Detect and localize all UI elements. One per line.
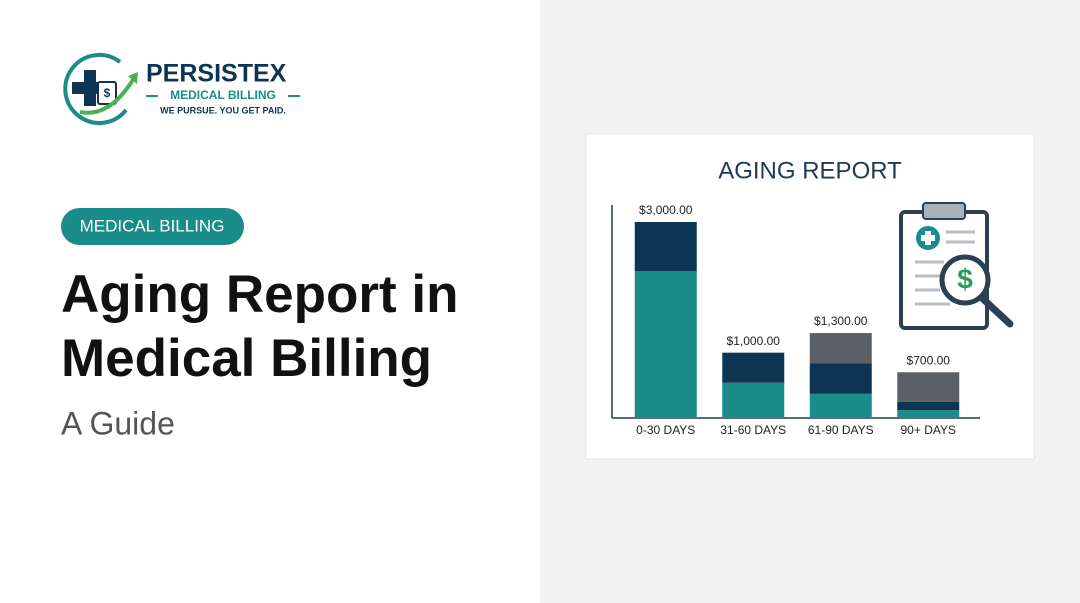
x-tick-label: 90+ DAYS [901, 423, 956, 437]
value-label: $700.00 [907, 353, 951, 367]
bar-segment [809, 393, 872, 418]
svg-text:$: $ [957, 263, 973, 294]
bar-segment [897, 410, 960, 418]
bar-segment [897, 401, 960, 411]
logo-icon: $ [63, 53, 138, 125]
logo-subtitle: MEDICAL BILLING [170, 88, 276, 102]
bar-segment [809, 333, 872, 364]
value-label: $1,300.00 [814, 314, 868, 328]
tag-label: MEDICAL BILLING [80, 216, 225, 235]
tag-pill [61, 208, 244, 245]
bar-segment [722, 352, 785, 383]
x-tick-label: 0-30 DAYS [636, 423, 695, 437]
chart-title: AGING REPORT [718, 157, 902, 184]
bar-segment [722, 382, 785, 418]
value-label: $1,000.00 [727, 334, 781, 348]
svg-text:$: $ [104, 86, 111, 100]
title-line: Aging Report in [61, 265, 458, 324]
bar-segment [634, 222, 697, 271]
title-line: Medical Billing [61, 329, 432, 388]
value-label: $3,000.00 [639, 203, 693, 217]
bar-segment [897, 372, 960, 402]
subtitle: A Guide [61, 405, 175, 441]
logo-tagline: WE PURSUE. YOU GET PAID. [160, 105, 286, 115]
x-tick-label: 61-90 DAYS [808, 423, 874, 437]
clipboard-icon: $ [899, 202, 1014, 330]
x-tick-label: 31-60 DAYS [720, 423, 786, 437]
bar-segment [809, 363, 872, 394]
bar-segment [634, 271, 697, 418]
logo-name: PERSISTEX [146, 60, 287, 88]
